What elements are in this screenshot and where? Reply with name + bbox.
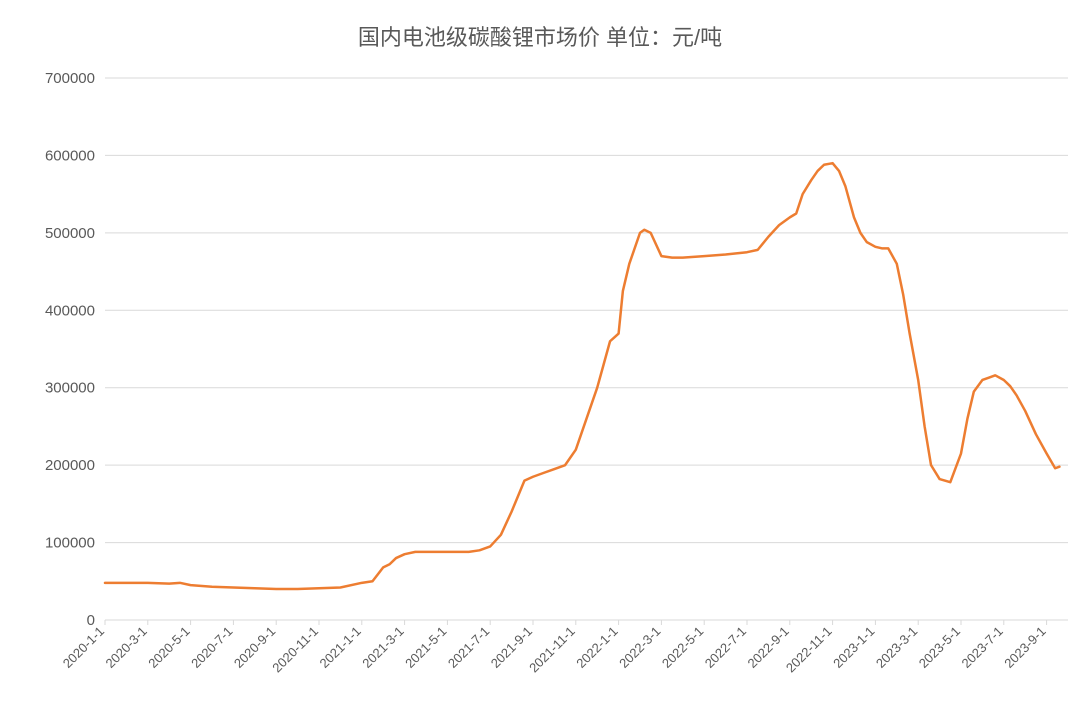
x-axis-label: 2020-3-1 — [103, 624, 150, 671]
y-axis-label: 400000 — [45, 302, 95, 319]
x-axis-label: 2020-11-1 — [269, 624, 321, 676]
line-chart: 0100000200000300000400000500000600000700… — [0, 0, 1080, 721]
x-axis-label: 2022-11-1 — [783, 624, 835, 676]
x-axis-label: 2022-3-1 — [616, 624, 663, 671]
y-axis-label: 600000 — [45, 147, 95, 164]
y-axis-label: 100000 — [45, 535, 95, 552]
x-axis-label: 2020-7-1 — [188, 624, 235, 671]
x-axis-label: 2021-5-1 — [402, 624, 449, 671]
x-axis-label: 2023-1-1 — [830, 624, 877, 671]
price-line — [105, 163, 1059, 589]
x-axis-label: 2020-5-1 — [145, 624, 192, 671]
y-axis-label: 300000 — [45, 380, 95, 397]
x-axis-label: 2021-3-1 — [359, 624, 406, 671]
x-axis-label: 2023-7-1 — [959, 624, 1006, 671]
y-axis-label: 700000 — [45, 70, 95, 87]
x-axis-label: 2021-7-1 — [445, 624, 492, 671]
x-axis-label: 2022-7-1 — [702, 624, 749, 671]
x-axis-label: 2022-1-1 — [573, 624, 620, 671]
x-axis-label: 2023-3-1 — [873, 624, 920, 671]
x-axis-label: 2020-1-1 — [60, 624, 107, 671]
x-axis-label: 2022-5-1 — [659, 624, 706, 671]
x-axis-label: 2023-9-1 — [1001, 624, 1048, 671]
y-axis-label: 500000 — [45, 225, 95, 242]
x-axis-label: 2023-5-1 — [916, 624, 963, 671]
y-axis-label: 200000 — [45, 457, 95, 474]
x-axis-label: 2021-11-1 — [526, 624, 578, 676]
x-axis-label: 2021-1-1 — [317, 624, 364, 671]
chart-container: 国内电池级碳酸锂市场价 单位：元/吨 010000020000030000040… — [0, 0, 1080, 721]
